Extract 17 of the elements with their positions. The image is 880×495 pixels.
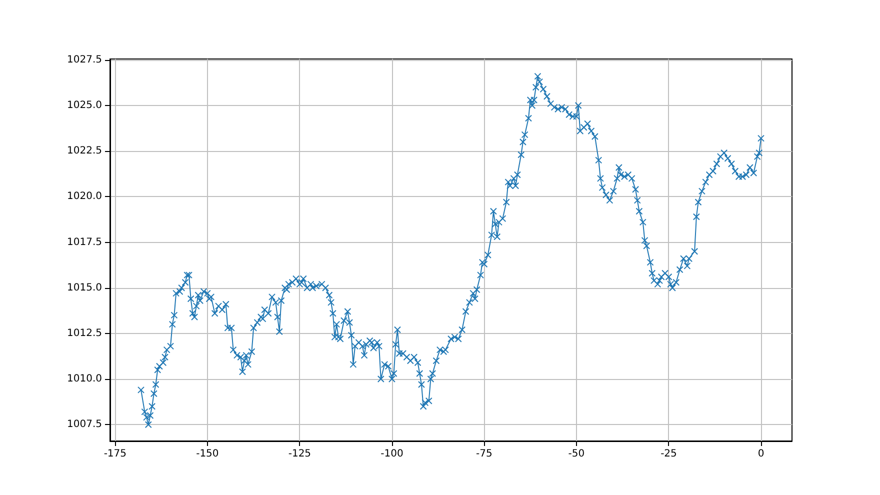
x-tick-label: -75 (476, 448, 492, 460)
y-tick-label: 1007.5 (67, 419, 102, 430)
y-tick-label: 1012.5 (67, 328, 102, 339)
x-tick-label: -125 (288, 448, 312, 460)
y-tick-label: 1010.0 (67, 374, 102, 385)
y-tick-label: 1015.0 (67, 282, 102, 294)
x-tick-label: -25 (660, 448, 677, 460)
x-tick-label: -100 (380, 448, 404, 460)
y-tick-label: 1025.0 (67, 100, 102, 111)
x-tick-label: -150 (196, 448, 219, 460)
x-tick-label: -50 (568, 448, 585, 460)
y-tick-label: 1017.5 (67, 236, 102, 248)
x-tick-label: -175 (104, 448, 127, 460)
x-tick-label: 0 (758, 448, 764, 460)
y-tick-label: 1022.5 (67, 146, 102, 157)
y-tick-label: 1027.5 (67, 54, 102, 66)
y-tick-label: 1020.0 (67, 191, 102, 202)
